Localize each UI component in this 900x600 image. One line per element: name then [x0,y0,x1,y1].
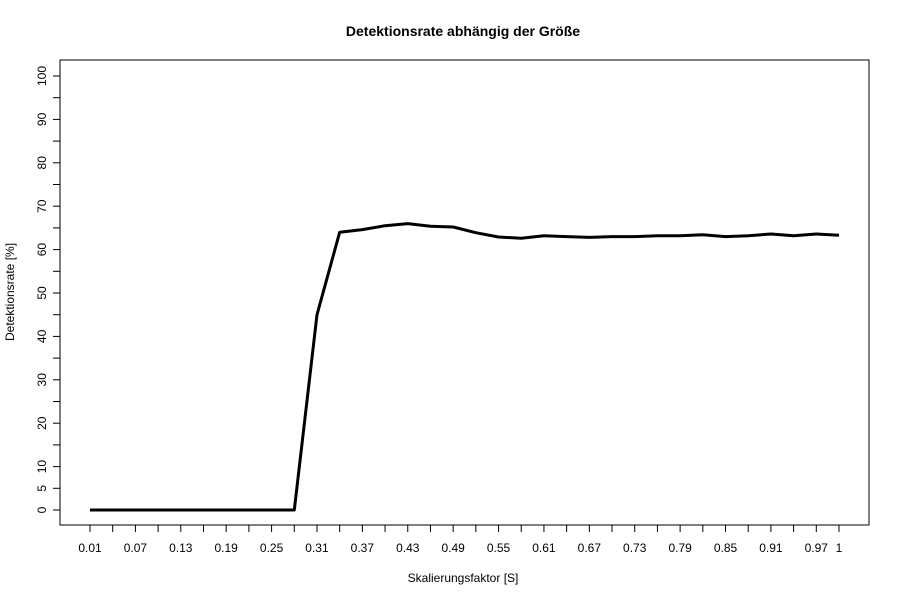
y-tick-label: 100 [35,66,49,86]
y-axis-label: Detektionsrate [%] [3,243,17,341]
y-tick-label: 80 [35,156,49,170]
x-tick-label: 0.91 [759,541,783,555]
x-tick-label: 0.43 [396,541,420,555]
x-tick-label: 0.97 [805,541,829,555]
y-tick-label: 60 [35,243,49,257]
x-tick-label: 0.67 [578,541,602,555]
x-tick-label: 0.19 [215,541,239,555]
x-axis: 0.01 0.07 0.13 0.19 0.25 0.31 0.37 0.43 0.49 0.55… [78,525,843,555]
y-tick-label: 30 [35,373,49,387]
x-tick-label: 0.07 [124,541,148,555]
y-axis: 0 5 10 20 30 40 50 60 70 80 90 100 [35,66,60,513]
y-tick-label: 20 [35,416,49,430]
y-tick-label: 50 [35,286,49,300]
x-tick-label: 0.01 [78,541,102,555]
x-tick-label: 0.61 [532,541,556,555]
x-tick-label: 0.49 [441,541,465,555]
x-tick-label: 0.73 [623,541,647,555]
y-tick-label: 90 [35,112,49,126]
x-tick-label: 0.25 [260,541,284,555]
x-tick-label: 1 [836,541,843,555]
y-tick-label: 70 [35,199,49,213]
x-tick-label: 0.37 [351,541,375,555]
x-tick-label: 0.79 [668,541,692,555]
plot-frame [59,59,870,526]
chart-title: Detektionsrate abhängig der Größe [346,23,580,39]
x-tick-label: 0.55 [487,541,511,555]
detection-rate-line [90,222,840,512]
y-tick-label: 0 [35,506,49,513]
x-tick-label: 0.85 [714,541,738,555]
x-tick-label: 0.31 [305,541,329,555]
x-tick-label: 0.13 [169,541,193,555]
y-tick-label: 40 [35,329,49,343]
y-tick-label: 10 [35,460,49,474]
x-axis-label: Skalierungsfaktor [S] [408,571,519,585]
y-tick-label: 5 [35,485,49,492]
